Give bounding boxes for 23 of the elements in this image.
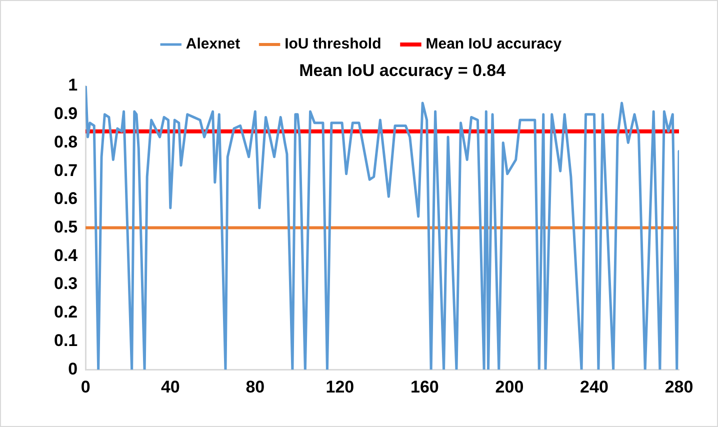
y-tick-label: 0.5 [54, 217, 78, 236]
x-tick-label: 240 [580, 377, 608, 396]
y-tick-label: 0.3 [54, 274, 78, 294]
y-tick-label: 0.6 [54, 189, 78, 208]
y-tick-label: 1 [68, 76, 78, 95]
x-tick-label: 280 [664, 377, 694, 396]
y-tick-label: 0 [68, 359, 78, 378]
y-tick-label: 0.4 [54, 246, 78, 265]
x-tick-label: 200 [495, 377, 524, 396]
y-tick-label: 0.7 [54, 160, 78, 180]
y-tick-label: 0.2 [54, 302, 78, 322]
y-tick-label: 0.8 [54, 132, 78, 152]
y-tick-label: 0.1 [54, 330, 78, 350]
y-tick-label: 0.9 [54, 104, 78, 124]
legend-label: IoU threshold [284, 36, 382, 53]
legend-label: Mean IoU accuracy [426, 36, 562, 53]
text: Mean IoU accuracy = 0.84 [299, 61, 506, 80]
x-tick-label: 120 [326, 377, 354, 396]
legend-label: Alexnet [186, 36, 240, 53]
x-tick-label: 80 [246, 377, 265, 396]
x-tick-label: 160 [410, 377, 439, 396]
x-tick-label: 40 [160, 377, 180, 396]
x-tick-label: 0 [80, 377, 90, 396]
